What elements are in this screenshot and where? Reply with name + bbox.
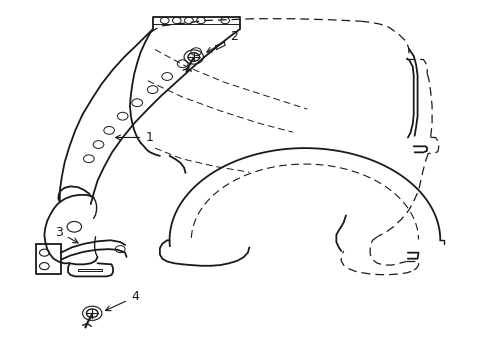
Text: 1: 1 (115, 131, 153, 144)
Text: 2: 2 (206, 30, 237, 52)
Text: 4: 4 (105, 291, 139, 311)
Text: 3: 3 (55, 226, 78, 243)
